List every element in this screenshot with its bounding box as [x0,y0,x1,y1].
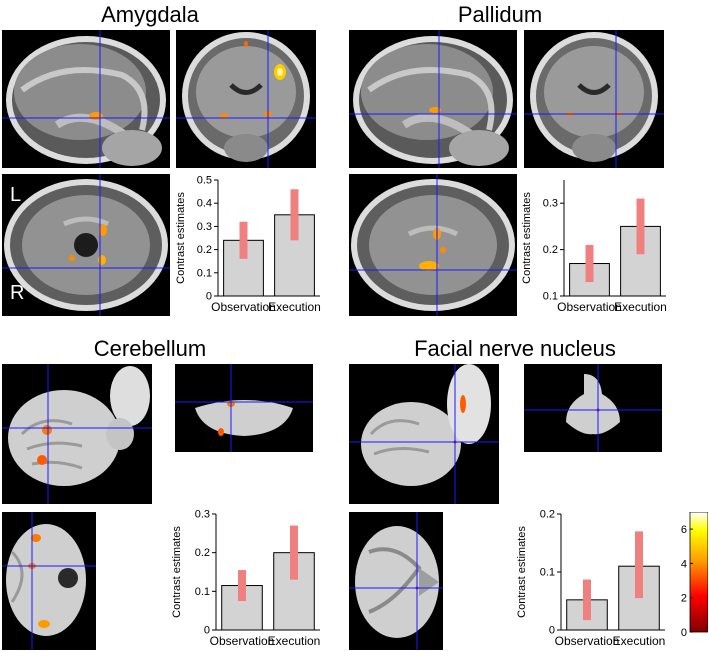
colorbar-svg: 0 2 4 6 [681,511,709,639]
confidence-interval [583,579,591,621]
category-label: Observation [555,634,620,648]
colorbar-tick-label: 2 [681,593,687,605]
facial-nucleus-axial-slice [349,512,443,650]
amygdala-sagittal-slice [2,30,170,168]
y-axis-label: Contrast estimates [516,526,528,618]
y-tick-label: 0.1 [543,291,558,303]
pallidum-title: Pallidum [457,2,543,27]
pallidum-sagittal-slice [349,30,517,168]
y-axis-label: Contrast estimates [175,192,187,284]
colorbar-tick-label: 0 [681,627,687,636]
cerebellum-axial-slice [2,512,96,650]
cerebellum-contrast-chart: 0 0.1 0.2 0.3 Observation Execution Contrast e… [170,506,330,652]
confidence-interval [239,221,248,259]
y-tick-label: 0.1 [195,586,210,598]
pallidum-coronal-slice [524,30,664,168]
category-label: Execution [614,300,667,314]
confidence-interval [636,198,645,255]
category-label: Observation [557,300,622,314]
category-label: Execution [268,634,321,648]
category-label: Execution [613,634,666,648]
y-tick-label: 0.5 [197,175,212,187]
left-hemisphere-label: L [10,184,22,206]
y-tick-label: 0 [549,625,555,637]
y-tick-label: 0.1 [540,567,555,579]
y-axis-label: Contrast estimates [171,526,183,618]
category-label: Observation [211,300,276,314]
facial-nucleus-sagittal-slice [349,364,499,504]
cerebellum-sagittal-slice [2,364,152,504]
cerebellum-coronal-slice [175,364,313,452]
y-tick-label: 0.2 [197,244,212,256]
colorbar-tick-label: 6 [681,524,687,536]
colorbar-gradient [689,511,709,633]
category-label: Observation [210,634,275,648]
pallidum-axial-slice [349,174,517,316]
amygdala-contrast-chart: 0 0.1 0.2 0.3 0.4 0.5 Observation Execution Cont… [174,172,334,322]
confidence-interval [635,531,643,599]
y-tick-label: 0 [204,625,210,637]
y-tick-label: 0.3 [543,198,558,210]
y-tick-label: 0.2 [543,244,558,256]
colorbar-tick-label: 4 [681,558,687,570]
facial-nucleus-coronal-slice [524,364,662,452]
y-tick-label: 0.3 [195,509,210,521]
y-tick-label: 0 [206,291,212,303]
y-tick-label: 0.4 [197,198,212,210]
amygdala-coronal-slice [176,30,316,168]
y-axis-label: Contrast estimates [521,192,533,284]
amygdala-axial-slice: L R [2,174,170,316]
pallidum-contrast-chart: 0.1 0.2 0.3 Observation Execution Contrast es… [520,172,680,322]
amygdala-title: Amygdala [101,2,199,27]
y-tick-label: 0.1 [197,267,212,279]
confidence-interval [290,525,298,580]
y-tick-label: 0.3 [197,221,212,233]
confidence-interval [238,570,246,601]
y-tick-label: 0.2 [195,547,210,559]
y-tick-label: 0.2 [540,509,555,521]
confidence-interval [585,244,594,283]
colorbar: 0 2 4 6 [676,511,709,639]
category-label: Execution [268,300,321,314]
cerebellum-title: Cerebellum [93,336,207,361]
facial-nerve-nucleus-title: Facial nerve nucleus [414,336,616,361]
facial-nucleus-contrast-chart: 0 0.1 0.2 Observation Execution Contrast esti… [515,506,675,652]
confidence-interval [290,189,299,241]
right-hemisphere-label: R [10,282,25,304]
